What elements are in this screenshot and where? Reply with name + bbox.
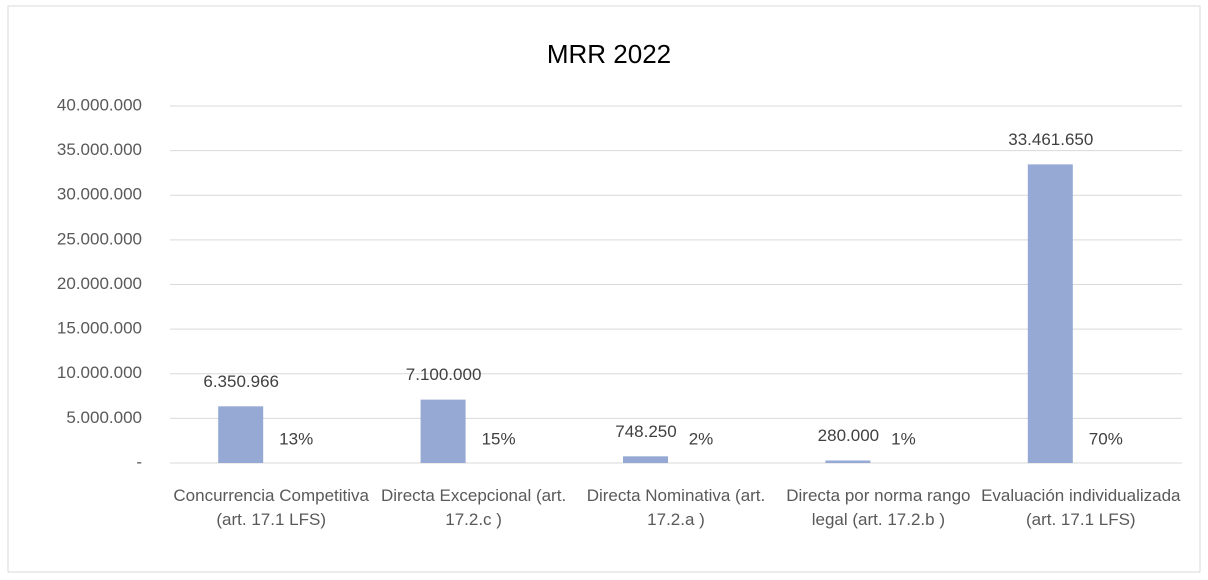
value-label: 7.100.000 (406, 365, 482, 384)
y-tick-label: 15.000.000 (57, 319, 142, 338)
chart-title: MRR 2022 (547, 39, 671, 69)
chart-frame (7, 5, 1201, 573)
y-tick-label: 40.000.000 (57, 95, 142, 114)
bar (825, 460, 871, 463)
y-tick-label: - (136, 452, 142, 471)
value-label: 280.000 (818, 426, 879, 445)
y-tick-label: 30.000.000 (57, 185, 142, 204)
x-tick-label: Concurrencia Competitiva (art. 17.1 LFS) (173, 486, 369, 529)
y-tick-label: 25.000.000 (57, 229, 142, 248)
y-tick-label: 5.000.000 (66, 408, 142, 427)
bar (218, 406, 264, 463)
share-label: 70% (1089, 429, 1123, 448)
y-tick-label: 10.000.000 (57, 363, 142, 382)
share-label: 13% (279, 429, 313, 448)
value-label: 33.461.650 (1008, 130, 1093, 149)
value-label: 6.350.966 (203, 372, 279, 391)
x-tick-label: Evaluación individualizada (art. 17.1 LF… (981, 486, 1181, 529)
bar (420, 399, 466, 463)
x-tick-label: Directa Nominativa (art. 17.2.a ) (586, 486, 766, 529)
x-tick-label: Directa Excepcional (art. 17.2.c ) (380, 486, 567, 529)
share-label: 15% (482, 429, 516, 448)
share-label: 2% (689, 429, 714, 448)
bar (1027, 164, 1073, 463)
y-tick-label: 20.000.000 (57, 274, 142, 293)
bar (623, 456, 668, 463)
y-tick-label: 35.000.000 (57, 140, 142, 159)
value-label: 748.250 (615, 422, 676, 441)
x-tick-label: Directa por norma rango legal (art. 17.2… (786, 486, 971, 529)
share-label: 1% (891, 429, 916, 448)
